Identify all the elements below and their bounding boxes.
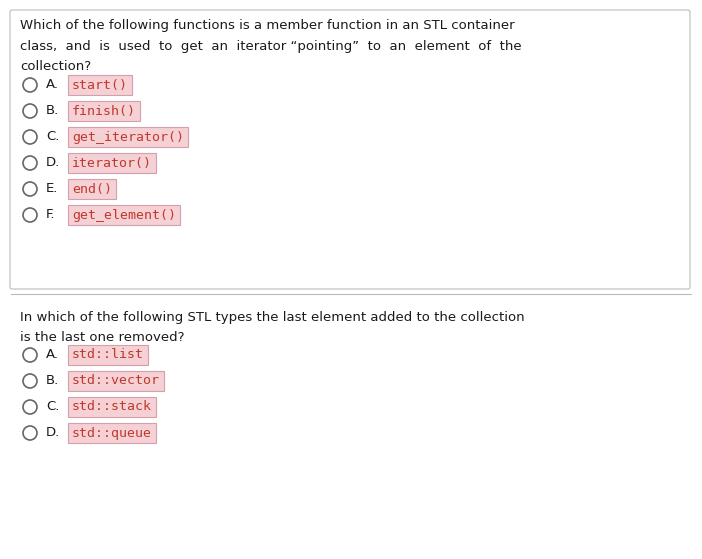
Text: is the last one removed?: is the last one removed? [20,331,185,344]
Text: A.: A. [46,78,59,92]
Text: B.: B. [46,375,59,387]
Text: D.: D. [46,427,60,439]
Text: Which of the following functions is a member function in an STL container: Which of the following functions is a me… [20,19,515,32]
Text: std::list: std::list [72,348,144,362]
Text: A.: A. [46,348,59,362]
Text: finish(): finish() [72,105,136,117]
Text: B.: B. [46,105,59,117]
Text: start(): start() [72,78,128,92]
Text: In which of the following STL types the last element added to the collection: In which of the following STL types the … [20,311,524,324]
Text: iterator(): iterator() [72,157,152,169]
Text: std::stack: std::stack [72,400,152,414]
Text: D.: D. [46,157,60,169]
FancyBboxPatch shape [10,10,690,289]
Text: get_element(): get_element() [72,209,176,221]
Text: std::vector: std::vector [72,375,160,387]
Text: class,  and  is  used  to  get  an  iterator “pointing”  to  an  element  of  th: class, and is used to get an iterator “p… [20,40,522,53]
Text: get_iterator(): get_iterator() [72,130,184,144]
Text: C.: C. [46,400,60,414]
Text: E.: E. [46,182,58,196]
Text: collection?: collection? [20,60,91,73]
Text: F.: F. [46,209,55,221]
Text: C.: C. [46,130,60,144]
Text: end(): end() [72,182,112,196]
Text: std::queue: std::queue [72,427,152,439]
